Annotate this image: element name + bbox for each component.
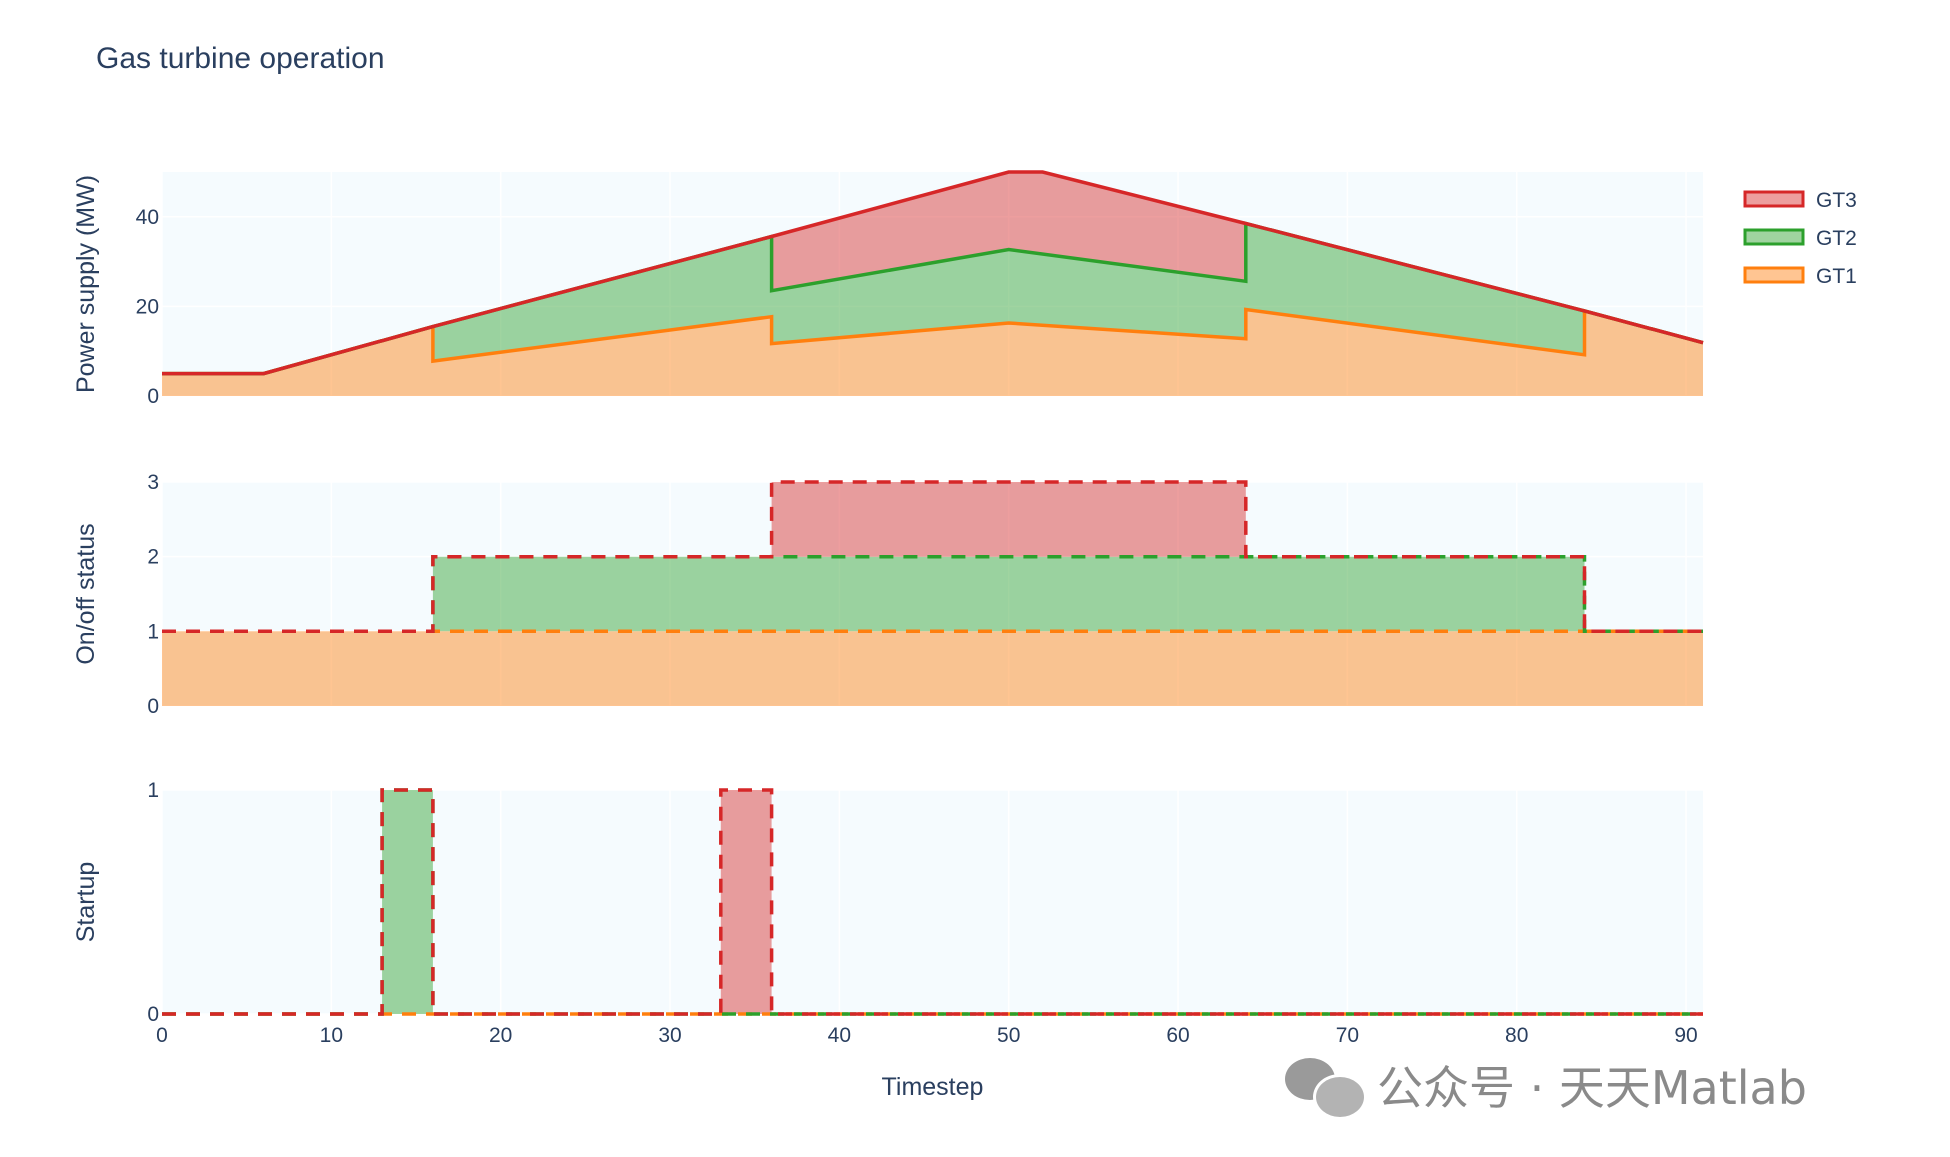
legend-swatch: [1743, 266, 1805, 284]
watermark-text: 公众号 · 天天Matlab: [1377, 1061, 1807, 1115]
y-tick-label: 0: [147, 695, 159, 718]
legend-item-gt1[interactable]: GT1: [1743, 265, 1857, 288]
area-gt2: [162, 223, 1703, 374]
legend-swatch: [1743, 190, 1805, 208]
x-tick-label: 60: [1166, 1024, 1189, 1047]
y-tick-label: 3: [147, 471, 159, 494]
y-tick-label: 0: [147, 1003, 159, 1026]
line-gt3[interactable]: [162, 170, 1704, 376]
area-gt3: [162, 172, 1703, 374]
y-tick-label: 2: [147, 546, 159, 569]
line-gt3[interactable]: [162, 480, 1703, 634]
x-tick-label: 20: [489, 1024, 512, 1047]
x-tick-label: 50: [997, 1024, 1020, 1047]
legend[interactable]: GT3 GT2 GT1: [1743, 189, 1857, 288]
area-gt1: [162, 631, 1703, 706]
x-tick-label: 70: [1336, 1024, 1359, 1047]
wechat-icon: [1285, 1054, 1367, 1120]
x-tick-label: 40: [828, 1024, 851, 1047]
y-tick-label: 1: [147, 779, 159, 802]
plot-background: [162, 790, 1703, 1014]
panel-onoff: 0 1 2 3 On/off status: [72, 471, 1703, 718]
panel-power: 0 20 40 Power supply (MW): [72, 170, 1704, 408]
area-gt1: [162, 309, 1703, 396]
area-gt2: [162, 556, 1703, 632]
plot-background: [162, 482, 1703, 706]
x-tick-label: 10: [320, 1024, 343, 1047]
y-tick-label: 1: [147, 620, 159, 643]
y-axis-title: On/off status: [72, 523, 100, 664]
y-axis-title: Power supply (MW): [72, 175, 100, 393]
legend-swatch: [1743, 228, 1805, 246]
line-gt3[interactable]: [162, 788, 1703, 1016]
y-tick-label: 0: [147, 385, 159, 408]
legend-item-gt2[interactable]: GT2: [1743, 227, 1857, 250]
watermark: 公众号 · 天天Matlab: [1285, 1050, 1807, 1120]
y-tick-label: 40: [136, 206, 159, 229]
plot-background: [162, 172, 1703, 396]
legend-label: GT1: [1816, 265, 1857, 288]
x-tick-label: 0: [156, 1024, 168, 1047]
legend-label: GT3: [1816, 189, 1857, 212]
y-axis-title: Startup: [72, 862, 100, 943]
x-axis-title: Timestep: [882, 1073, 984, 1101]
legend-item-gt3[interactable]: GT3: [1743, 189, 1857, 212]
x-tick-label: 80: [1505, 1024, 1528, 1047]
y-tick-label: 20: [136, 295, 159, 318]
panel-startup: 0 1 Startup 0 10 20 30 40 50 60 70 80 90 Timestep: [72, 779, 1703, 1101]
chart-title: Gas turbine operation: [96, 42, 385, 75]
x-tick-label: 30: [658, 1024, 681, 1047]
legend-label: GT2: [1816, 227, 1857, 250]
x-tick-label: 90: [1674, 1024, 1697, 1047]
